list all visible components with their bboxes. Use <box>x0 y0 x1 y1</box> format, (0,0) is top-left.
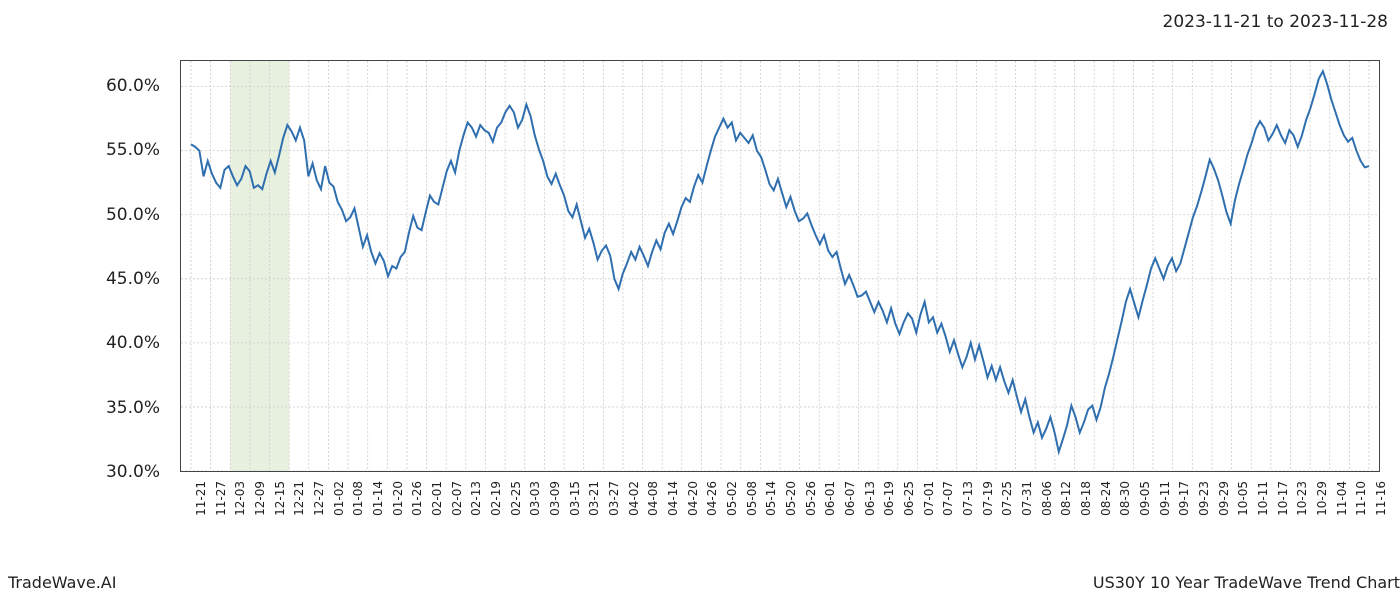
y-tick-label: 45.0% <box>60 269 160 289</box>
x-tick-label: 09-23 <box>1197 481 1211 516</box>
x-tick-label: 05-14 <box>764 481 778 516</box>
trend-chart <box>180 60 1380 472</box>
x-tick-label: 06-13 <box>863 481 877 516</box>
x-tick-label: 07-07 <box>941 481 955 516</box>
x-tick-label: 07-19 <box>981 481 995 516</box>
x-tick-label: 04-08 <box>646 481 660 516</box>
x-tick-label: 09-05 <box>1138 481 1152 516</box>
y-axis-labels: 30.0%35.0%40.0%45.0%50.0%55.0%60.0% <box>60 60 170 472</box>
grid-vertical <box>191 61 1369 471</box>
x-tick-label: 04-14 <box>666 481 680 516</box>
x-tick-label: 12-15 <box>273 481 287 516</box>
x-tick-label: 05-08 <box>745 481 759 516</box>
x-tick-label: 04-20 <box>686 481 700 516</box>
x-tick-label: 03-27 <box>607 481 621 516</box>
x-tick-label: 05-26 <box>804 481 818 516</box>
x-tick-label: 06-01 <box>823 481 837 516</box>
x-tick-label: 02-19 <box>489 481 503 516</box>
x-tick-label: 06-07 <box>843 481 857 516</box>
x-tick-label: 01-14 <box>371 481 385 516</box>
x-tick-label: 07-25 <box>1000 481 1014 516</box>
x-tick-label: 09-29 <box>1217 481 1231 516</box>
x-tick-label: 07-01 <box>922 481 936 516</box>
x-tick-label: 08-12 <box>1059 481 1073 516</box>
x-tick-label: 06-25 <box>902 481 916 516</box>
x-tick-label: 08-18 <box>1079 481 1093 516</box>
x-tick-label: 03-03 <box>528 481 542 516</box>
x-tick-label: 08-06 <box>1040 481 1054 516</box>
x-tick-label: 02-07 <box>450 481 464 516</box>
highlight-band <box>230 61 289 471</box>
x-tick-label: 01-20 <box>391 481 405 516</box>
x-tick-label: 10-11 <box>1256 481 1270 516</box>
y-tick-label: 30.0% <box>60 462 160 482</box>
x-tick-label: 12-03 <box>233 481 247 516</box>
x-tick-label: 08-24 <box>1099 481 1113 516</box>
x-tick-label: 10-29 <box>1315 481 1329 516</box>
x-tick-label: 09-17 <box>1177 481 1191 516</box>
x-tick-label: 01-08 <box>351 481 365 516</box>
y-tick-label: 60.0% <box>60 76 160 96</box>
x-tick-label: 10-05 <box>1236 481 1250 516</box>
x-tick-label: 08-30 <box>1118 481 1132 516</box>
x-tick-label: 03-15 <box>568 481 582 516</box>
x-tick-label: 10-17 <box>1276 481 1290 516</box>
x-tick-label: 05-02 <box>725 481 739 516</box>
x-axis-labels: 11-21 11-27 12-03 12-09 12-15 12-21 12-27 01-02… <box>180 476 1380 566</box>
y-tick-label: 55.0% <box>60 140 160 160</box>
y-tick-label: 40.0% <box>60 333 160 353</box>
x-tick-label: 04-26 <box>705 481 719 516</box>
x-tick-label: 07-31 <box>1020 481 1034 516</box>
x-tick-label: 09-11 <box>1158 481 1172 516</box>
x-tick-label: 12-21 <box>292 481 306 516</box>
x-tick-label: 02-01 <box>430 481 444 516</box>
x-tick-label: 11-10 <box>1354 481 1368 516</box>
x-tick-label: 01-02 <box>332 481 346 516</box>
plot-svg <box>181 61 1379 471</box>
x-tick-label: 12-09 <box>253 481 267 516</box>
x-tick-label: 06-19 <box>882 481 896 516</box>
chart-title: US30Y 10 Year TradeWave Trend Chart <box>1093 573 1400 592</box>
x-tick-label: 11-04 <box>1335 481 1349 516</box>
brand-label: TradeWave.AI <box>8 573 116 592</box>
x-tick-label: 11-16 <box>1374 481 1388 516</box>
x-tick-label: 07-13 <box>961 481 975 516</box>
x-tick-label: 03-21 <box>587 481 601 516</box>
x-tick-label: 11-27 <box>214 481 228 516</box>
x-tick-label: 02-25 <box>509 481 523 516</box>
x-tick-label: 03-09 <box>548 481 562 516</box>
y-tick-label: 50.0% <box>60 205 160 225</box>
x-tick-label: 04-02 <box>627 481 641 516</box>
x-tick-label: 11-21 <box>194 481 208 516</box>
x-tick-label: 10-23 <box>1295 481 1309 516</box>
grid-horizontal <box>181 87 1379 471</box>
x-tick-label: 02-13 <box>469 481 483 516</box>
x-tick-label: 01-26 <box>410 481 424 516</box>
y-tick-label: 35.0% <box>60 398 160 418</box>
x-tick-label: 05-20 <box>784 481 798 516</box>
date-range-label: 2023-11-21 to 2023-11-28 <box>1163 12 1388 32</box>
x-tick-label: 12-27 <box>312 481 326 516</box>
